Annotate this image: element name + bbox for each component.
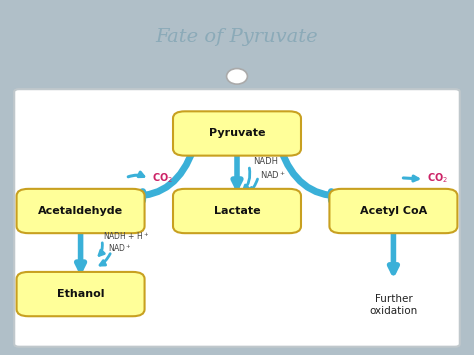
Text: Lactate: Lactate (214, 206, 260, 216)
FancyBboxPatch shape (329, 189, 457, 233)
FancyBboxPatch shape (17, 189, 145, 233)
Text: Ethanol: Ethanol (57, 289, 104, 299)
Text: NADH: NADH (254, 157, 279, 166)
Text: CO$_2$: CO$_2$ (427, 171, 448, 185)
Text: Pyruvate: Pyruvate (209, 129, 265, 138)
Text: Acetaldehyde: Acetaldehyde (38, 206, 123, 216)
FancyBboxPatch shape (173, 111, 301, 155)
FancyBboxPatch shape (14, 89, 460, 347)
Text: Acetyl CoA: Acetyl CoA (360, 206, 427, 216)
Text: NAD$^+$: NAD$^+$ (108, 242, 132, 254)
Text: NADH + H$^+$: NADH + H$^+$ (103, 230, 150, 242)
FancyBboxPatch shape (17, 272, 145, 316)
Text: Fate of Pyruvate: Fate of Pyruvate (155, 28, 319, 46)
Text: NAD$^+$: NAD$^+$ (260, 169, 286, 181)
Text: CO$_2$: CO$_2$ (152, 171, 173, 185)
FancyBboxPatch shape (173, 189, 301, 233)
Text: Further
oxidation: Further oxidation (369, 294, 418, 316)
